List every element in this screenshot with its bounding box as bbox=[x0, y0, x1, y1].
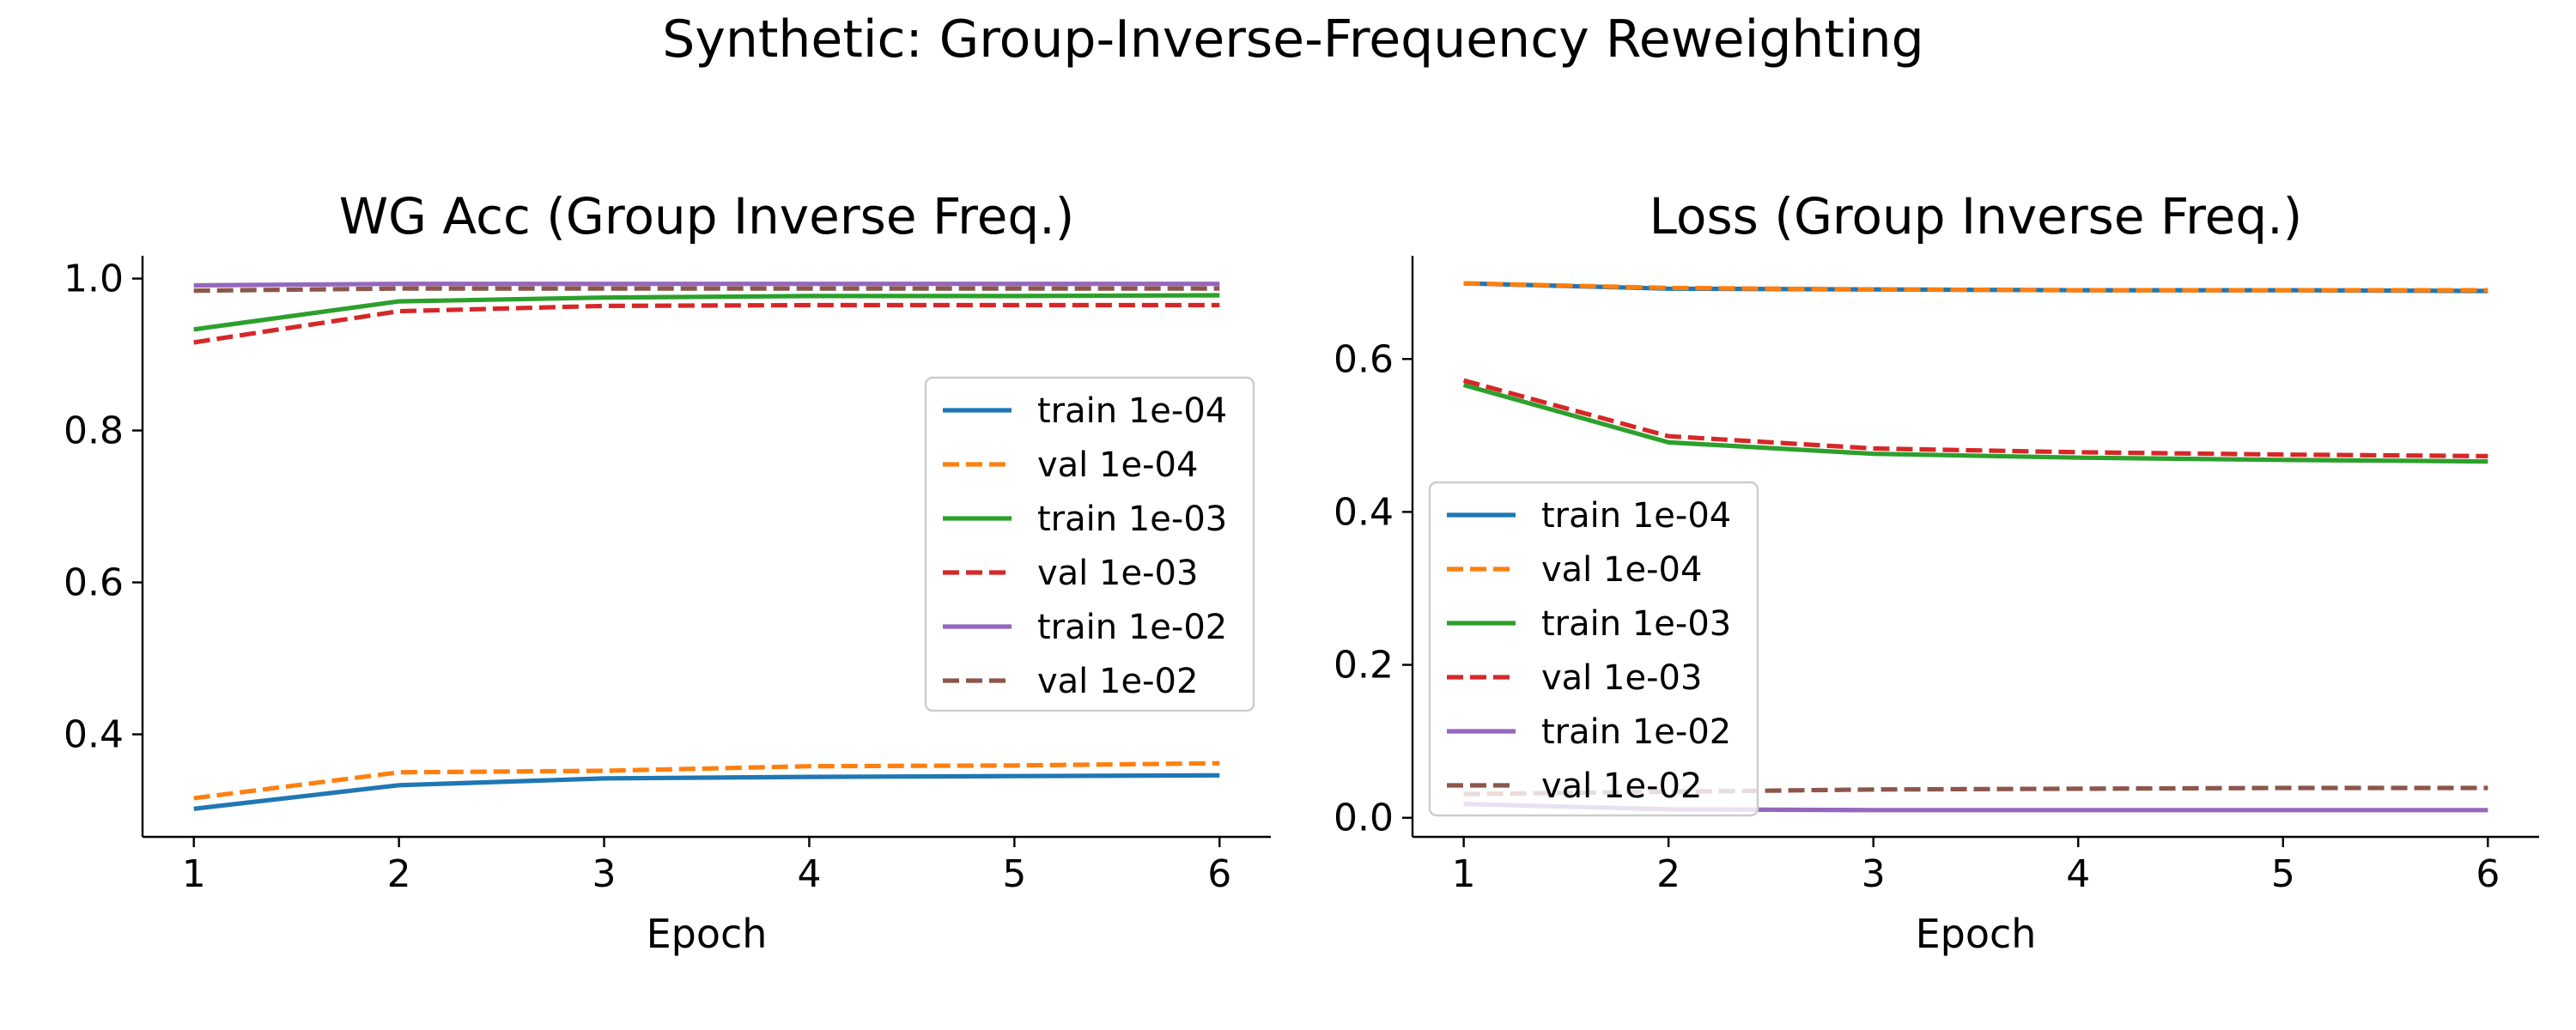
figure-suptitle: Synthetic: Group-Inverse-Frequency Rewei… bbox=[662, 9, 1924, 70]
x-tick-label: 3 bbox=[592, 852, 617, 896]
legend-entry-label: val 1e-03 bbox=[1541, 658, 1702, 698]
x-tick-label: 4 bbox=[797, 852, 821, 896]
series-line-val-1e-04 bbox=[1463, 281, 2488, 293]
panel-loss: Loss (Group Inverse Freq.) 1 2 3 4 5 6 0.0 0.2 0.… bbox=[1334, 187, 2539, 957]
legend-entry-label: val 1e-04 bbox=[1037, 445, 1198, 485]
legend-entry-label: train 1e-03 bbox=[1037, 500, 1227, 539]
series-line-train-1e-02 bbox=[193, 282, 1220, 288]
panel-title: Loss (Group Inverse Freq.) bbox=[1649, 187, 2303, 245]
x-tick-label: 6 bbox=[2476, 852, 2500, 896]
legend-entry-label: train 1e-02 bbox=[1037, 608, 1227, 647]
x-tick-label: 1 bbox=[1452, 852, 1476, 896]
x-tick-label: 5 bbox=[1002, 852, 1026, 896]
y-tick-label: 0.4 bbox=[1334, 490, 1394, 534]
y-tick-label: 0.0 bbox=[1334, 797, 1394, 840]
x-tick-label: 1 bbox=[182, 852, 206, 896]
y-tick-label: 0.6 bbox=[1334, 337, 1394, 381]
x-tick-label: 2 bbox=[1656, 852, 1680, 896]
x-tick-label: 5 bbox=[2271, 852, 2295, 896]
x-tick-label: 2 bbox=[387, 852, 411, 896]
legend: train 1e-04 val 1e-04 train 1e-03 val 1e-03… bbox=[1428, 481, 1759, 817]
y-tick-label: 1.0 bbox=[64, 258, 124, 301]
x-axis-label: Epoch bbox=[1916, 911, 2037, 957]
x-tick-label: 6 bbox=[1207, 852, 1231, 896]
series-line-train-1e-03 bbox=[1462, 382, 2488, 464]
legend-entry-label: train 1e-04 bbox=[1541, 496, 1731, 536]
x-axis-label: Epoch bbox=[647, 911, 768, 957]
series-line-train-1e-03 bbox=[193, 293, 1220, 332]
y-tick-label: 0.8 bbox=[64, 409, 124, 453]
series-line-val-1e-04 bbox=[193, 760, 1220, 801]
x-tick-label: 4 bbox=[2066, 852, 2090, 896]
series-line-val-1e-03 bbox=[193, 302, 1220, 345]
legend-entry-label: train 1e-03 bbox=[1541, 604, 1731, 644]
legend-entry-label: val 1e-04 bbox=[1541, 550, 1702, 590]
legend-entry-label: val 1e-02 bbox=[1037, 662, 1198, 701]
legend-entry-label: train 1e-04 bbox=[1037, 391, 1227, 431]
legend: train 1e-04 val 1e-04 train 1e-03 val 1e-03… bbox=[924, 376, 1255, 712]
series-line-val-1e-03 bbox=[1462, 378, 2488, 458]
legend-entry-label: train 1e-02 bbox=[1541, 712, 1731, 752]
panel-title: WG Acc (Group Inverse Freq.) bbox=[339, 187, 1075, 245]
y-tick-label: 0.4 bbox=[64, 713, 124, 757]
x-tick-label: 3 bbox=[1862, 852, 1886, 896]
panel-wg-acc: WG Acc (Group Inverse Freq.) 1 2 3 4 5 6 0.4 0.6… bbox=[64, 187, 1271, 957]
y-tick-label: 0.6 bbox=[64, 561, 124, 605]
legend-entry-label: val 1e-03 bbox=[1037, 554, 1198, 593]
y-tick-label: 0.2 bbox=[1334, 644, 1394, 688]
legend-entry-label: val 1e-02 bbox=[1541, 766, 1702, 806]
series-line-train-1e-04 bbox=[193, 772, 1220, 811]
series-line-val-1e-02 bbox=[193, 286, 1220, 294]
